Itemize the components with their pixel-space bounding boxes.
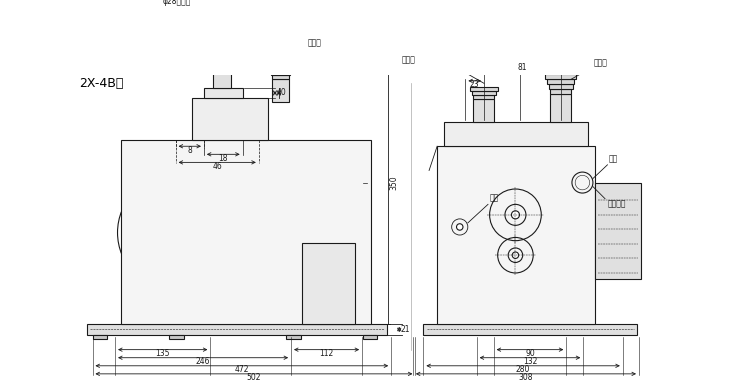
Circle shape: [457, 224, 463, 230]
Bar: [272, 75, 289, 79]
Bar: [211, 48, 232, 53]
Text: 油窗: 油窗: [609, 154, 618, 163]
Bar: [269, 67, 292, 71]
Bar: [87, 324, 387, 335]
Circle shape: [170, 226, 182, 239]
Text: 23: 23: [470, 80, 479, 89]
Text: 放油螺塞: 放油螺塞: [608, 200, 626, 209]
Text: 排气嘴: 排气嘴: [308, 38, 322, 47]
Bar: [302, 243, 355, 324]
Bar: [209, 43, 234, 48]
Bar: [121, 140, 371, 324]
Circle shape: [512, 211, 520, 219]
Bar: [213, 57, 230, 88]
Bar: [204, 88, 243, 98]
Bar: [170, 335, 184, 339]
Bar: [286, 335, 301, 339]
Text: 350: 350: [390, 175, 399, 190]
Text: 气锁: 气锁: [490, 194, 499, 203]
Text: 112: 112: [320, 349, 334, 358]
Bar: [424, 324, 638, 335]
Bar: [363, 335, 377, 339]
Bar: [550, 94, 572, 122]
Text: 132: 132: [523, 357, 537, 366]
Text: 246: 246: [196, 357, 210, 366]
Bar: [473, 96, 494, 99]
Bar: [550, 89, 572, 94]
Text: 135: 135: [155, 349, 170, 358]
Bar: [271, 71, 290, 75]
Text: 进气嘴: 进气嘴: [594, 58, 608, 67]
Text: φ28进气嘴: φ28进气嘴: [163, 0, 191, 6]
Text: 排气嘴: 排气嘴: [401, 56, 416, 65]
Text: 40: 40: [277, 89, 286, 98]
Text: 81: 81: [518, 64, 527, 73]
Text: 46: 46: [212, 162, 222, 171]
Bar: [595, 183, 641, 279]
Text: 280: 280: [516, 365, 530, 374]
Bar: [472, 91, 496, 96]
Bar: [437, 146, 595, 324]
Bar: [213, 53, 230, 57]
Bar: [192, 98, 268, 140]
Text: 永嘉龙洋泵阀: 永嘉龙洋泵阀: [253, 202, 328, 222]
Circle shape: [512, 252, 519, 259]
Text: 21: 21: [401, 325, 410, 334]
Bar: [470, 87, 498, 91]
Bar: [473, 99, 494, 122]
Circle shape: [319, 251, 326, 259]
Bar: [548, 84, 573, 89]
Bar: [443, 122, 588, 146]
Text: 8: 8: [188, 146, 192, 155]
Bar: [272, 79, 289, 102]
Text: 2X-4B型: 2X-4B型: [79, 77, 123, 90]
Bar: [545, 74, 576, 79]
Text: 18: 18: [218, 154, 228, 163]
Text: 90: 90: [525, 349, 535, 358]
Bar: [547, 79, 574, 84]
Bar: [208, 38, 236, 43]
Text: 502: 502: [247, 373, 261, 382]
Text: 472: 472: [235, 365, 249, 374]
Text: 308: 308: [519, 373, 533, 382]
Bar: [92, 335, 107, 339]
